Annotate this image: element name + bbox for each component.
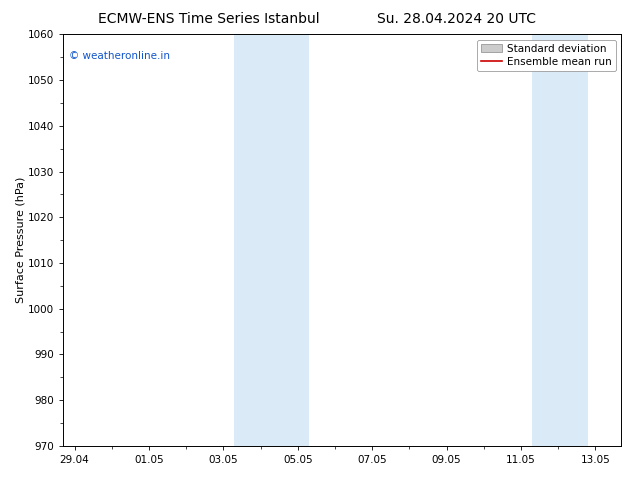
Y-axis label: Surface Pressure (hPa): Surface Pressure (hPa) [15,177,25,303]
Bar [235,34,309,446]
Bar [532,34,588,446]
Text: Su. 28.04.2024 20 UTC: Su. 28.04.2024 20 UTC [377,12,536,26]
Text: ECMW-ENS Time Series Istanbul: ECMW-ENS Time Series Istanbul [98,12,320,26]
Text: © weatheronline.in: © weatheronline.in [69,51,170,61]
Legend: Standard deviation, Ensemble mean run: Standard deviation, Ensemble mean run [477,40,616,71]
